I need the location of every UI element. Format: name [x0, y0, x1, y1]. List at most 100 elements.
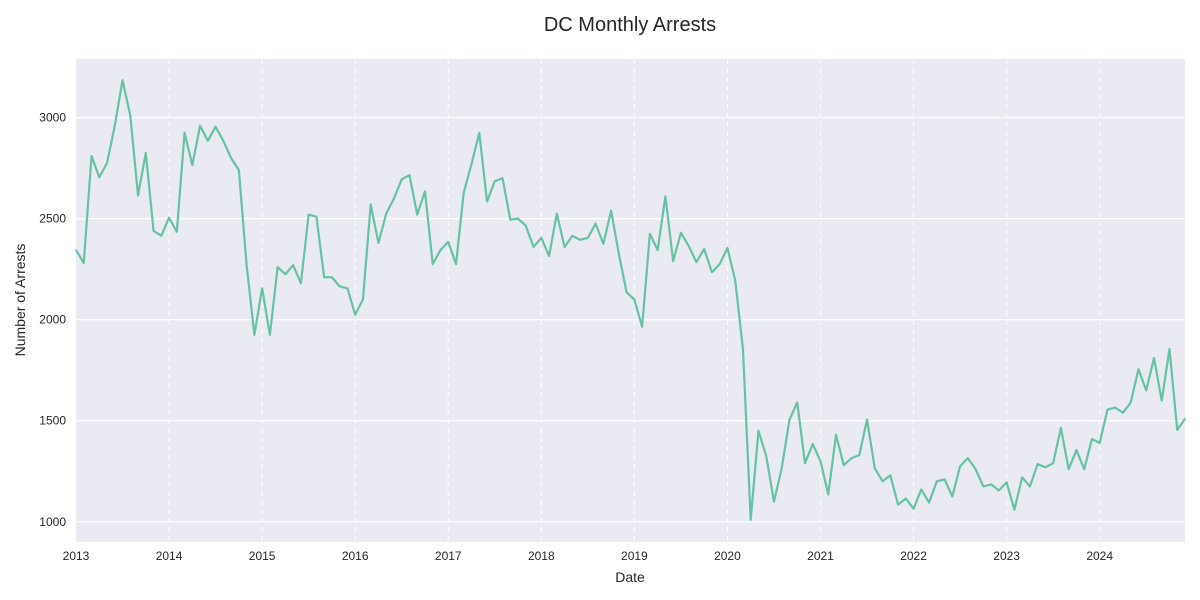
data-point: [432, 263, 434, 265]
data-point: [1184, 418, 1186, 420]
data-point: [905, 497, 907, 500]
data-point: [129, 114, 131, 117]
data-point: [424, 190, 426, 192]
x-tick-label: 2013: [63, 549, 90, 563]
data-point: [734, 279, 736, 281]
data-point: [1176, 429, 1178, 431]
data-point: [261, 287, 263, 289]
data-point: [1060, 427, 1062, 429]
y-tick-label: 1000: [39, 515, 66, 529]
data-point: [370, 203, 372, 206]
data-point: [501, 177, 504, 179]
data-point: [246, 264, 248, 266]
data-point: [152, 230, 155, 232]
data-point: [703, 248, 705, 250]
data-point: [230, 157, 232, 159]
chart-title: DC Monthly Arrests: [544, 14, 716, 36]
y-tick-label: 1500: [39, 414, 66, 428]
data-point: [1130, 401, 1132, 404]
data-point: [532, 246, 535, 248]
data-point: [478, 132, 480, 134]
data-point: [881, 480, 884, 482]
data-point: [1044, 466, 1047, 468]
data-point: [1161, 399, 1163, 402]
data-point: [145, 152, 147, 154]
data-point: [439, 249, 442, 251]
data-point: [83, 262, 85, 264]
data-point: [951, 495, 953, 498]
data-point: [788, 419, 791, 421]
data-point: [385, 213, 387, 215]
data-point: [1021, 476, 1023, 478]
y-tick-label: 3000: [39, 111, 66, 125]
data-point: [1013, 509, 1015, 511]
data-point: [106, 162, 108, 164]
data-point: [742, 348, 744, 350]
data-point: [587, 237, 589, 239]
data-point: [525, 225, 527, 227]
data-point: [1137, 368, 1140, 370]
data-point: [672, 260, 674, 262]
data-point: [618, 253, 620, 255]
data-point: [214, 126, 217, 128]
data-point: [827, 493, 829, 496]
data-point: [975, 468, 977, 470]
data-point: [494, 180, 496, 182]
data-point: [1099, 442, 1101, 444]
grid-lines: [76, 59, 1185, 542]
data-point: [571, 235, 573, 237]
x-tick-label: 2022: [900, 549, 927, 563]
x-axis-ticks: 2013 2014 2015 2016 2017 2018 2019 2020 2021 2022…: [63, 549, 1114, 563]
data-point: [447, 241, 449, 243]
data-point: [719, 263, 721, 265]
data-point: [796, 401, 798, 404]
data-point: [641, 326, 643, 328]
data-point: [998, 489, 1000, 492]
data-point: [595, 223, 597, 225]
data-point: [750, 519, 752, 521]
data-point: [858, 454, 860, 456]
data-point: [579, 239, 581, 241]
data-point: [191, 164, 193, 166]
data-point: [1114, 407, 1116, 409]
data-point: [711, 271, 713, 273]
data-point: [835, 434, 837, 436]
data-point: [548, 255, 550, 257]
data-point: [889, 474, 891, 476]
data-point: [563, 246, 566, 248]
data-point: [362, 298, 364, 301]
data-point: [277, 266, 279, 268]
data-point: [602, 243, 604, 245]
data-point: [90, 155, 93, 157]
data-point: [804, 462, 806, 464]
data-point: [463, 191, 465, 193]
data-point: [1168, 348, 1171, 350]
data-point: [664, 195, 667, 198]
data-point: [781, 467, 783, 469]
data-point: [176, 231, 178, 233]
data-point: [455, 263, 457, 265]
x-tick-label: 2019: [621, 549, 648, 563]
data-point: [626, 291, 628, 294]
data-point: [928, 501, 930, 504]
data-point: [897, 504, 899, 506]
data-point: [323, 276, 325, 278]
data-point: [959, 465, 961, 467]
x-tick-label: 2020: [714, 549, 741, 563]
data-point: [308, 214, 310, 216]
data-point: [269, 334, 271, 336]
x-tick-label: 2014: [156, 549, 183, 563]
data-point: [773, 500, 775, 503]
y-axis-label: Number of Arrests: [12, 244, 28, 357]
x-tick-label: 2024: [1086, 549, 1113, 563]
data-point: [765, 455, 767, 457]
data-point: [509, 219, 511, 221]
data-point: [1091, 438, 1093, 440]
data-point: [222, 140, 224, 142]
data-point: [943, 478, 946, 480]
data-point: [633, 298, 635, 301]
data-point: [843, 464, 845, 466]
data-point: [486, 200, 488, 203]
data-point: [1106, 409, 1109, 411]
